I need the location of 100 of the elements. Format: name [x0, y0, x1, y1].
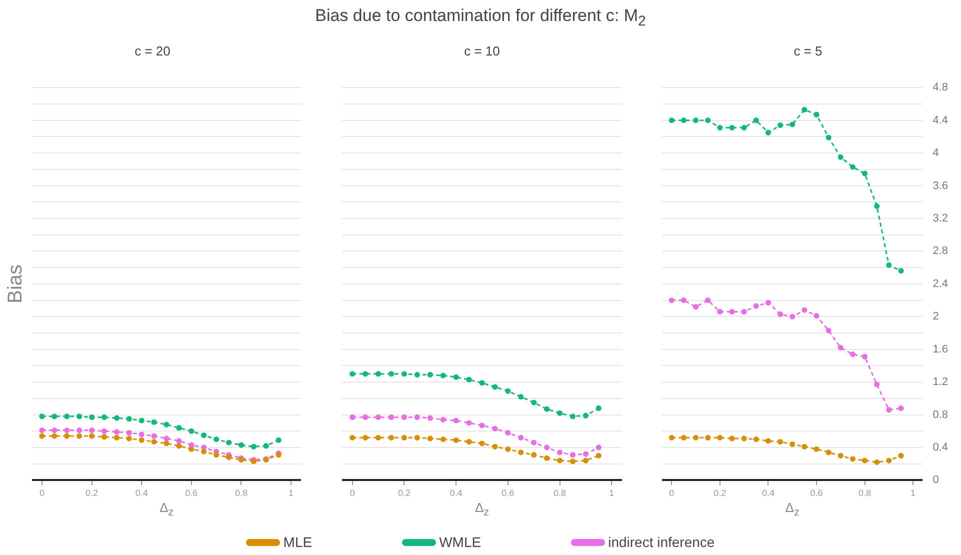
y-tick-label: 0.8 — [932, 408, 948, 421]
point — [898, 452, 904, 458]
point — [886, 262, 892, 268]
point — [505, 446, 511, 452]
point — [466, 376, 472, 382]
point — [492, 426, 498, 432]
point — [518, 450, 524, 456]
text: Bias due to contamination for different c: M$_{2}$ — [314, 6, 647, 30]
point — [862, 354, 868, 360]
x-tick-label: 0.4 — [450, 488, 462, 498]
point — [138, 437, 144, 443]
point — [531, 452, 537, 458]
point — [596, 405, 602, 412]
y-axis-title: Bias — [4, 264, 27, 304]
point — [544, 455, 550, 461]
point — [531, 400, 537, 406]
point — [427, 436, 433, 442]
point — [414, 372, 420, 378]
point — [88, 428, 95, 434]
point — [680, 118, 687, 124]
point — [440, 416, 446, 422]
point — [729, 124, 735, 130]
point — [388, 414, 394, 420]
x-tick-label: 0.2 — [86, 488, 98, 498]
x-tick-label: 0.8 — [858, 488, 872, 498]
x-tick-label: 1 — [609, 488, 614, 498]
point — [898, 405, 904, 412]
point — [226, 440, 232, 446]
point — [596, 444, 602, 450]
point — [582, 451, 589, 457]
y-tick-label: 1.2 — [932, 376, 948, 388]
x-tick-label: 0.4 — [762, 488, 774, 498]
point — [114, 415, 120, 421]
point — [76, 414, 82, 420]
y-tick-label: 4.4 — [932, 114, 948, 126]
x-tick-label: 0.6 — [502, 488, 514, 498]
x-tick-label: 0 — [350, 488, 355, 498]
point — [188, 446, 194, 452]
point — [838, 154, 844, 160]
point — [874, 203, 880, 209]
point — [52, 428, 58, 434]
point — [453, 437, 459, 443]
point — [582, 458, 589, 464]
point — [505, 430, 511, 436]
point — [492, 384, 498, 390]
point — [414, 414, 420, 420]
point — [388, 371, 394, 377]
point — [518, 394, 524, 400]
point — [350, 371, 356, 377]
point — [414, 434, 420, 440]
point — [729, 436, 735, 442]
point — [570, 452, 576, 458]
point — [729, 308, 735, 315]
point — [668, 118, 674, 124]
x-tick-label: 1 — [910, 488, 916, 498]
y-tick-label: 3.2 — [932, 212, 948, 224]
x-tick-label: 1 — [288, 488, 294, 498]
point — [39, 433, 45, 439]
point — [826, 328, 832, 334]
point — [276, 437, 282, 443]
point — [101, 428, 108, 434]
y-tick-label: 3.6 — [932, 180, 948, 192]
point — [777, 122, 784, 128]
y-tick-label: 0.4 — [932, 442, 948, 454]
point — [188, 428, 194, 434]
point — [362, 414, 368, 420]
point — [350, 414, 356, 420]
chart-title: c = 10 — [464, 43, 500, 58]
point — [692, 304, 699, 310]
point — [570, 458, 576, 464]
point — [375, 371, 382, 377]
point — [753, 436, 759, 442]
point — [898, 268, 904, 274]
point — [76, 428, 82, 434]
x-axis-title: Δ$_{z}$ — [159, 500, 174, 519]
point — [765, 130, 772, 136]
point — [151, 419, 157, 425]
point — [544, 444, 550, 450]
point — [101, 414, 108, 420]
point — [556, 410, 563, 416]
point — [126, 430, 132, 436]
point — [802, 307, 808, 313]
point — [680, 434, 687, 440]
point — [850, 351, 856, 358]
point — [692, 434, 699, 440]
point — [556, 450, 563, 456]
x-tick-label: 0.8 — [234, 488, 248, 498]
point — [401, 371, 408, 377]
legend-label: indirect inference — [608, 534, 715, 550]
point — [850, 456, 856, 462]
point — [790, 441, 796, 448]
x-axis-title: Δ$_{z}$ — [785, 500, 800, 519]
point — [492, 444, 498, 450]
y-tick-label: 2 — [932, 310, 939, 323]
point — [350, 434, 356, 440]
point — [176, 425, 182, 431]
y-tick-label: 1.6 — [932, 343, 948, 356]
point — [479, 380, 485, 386]
point — [717, 308, 723, 315]
point — [765, 438, 772, 444]
